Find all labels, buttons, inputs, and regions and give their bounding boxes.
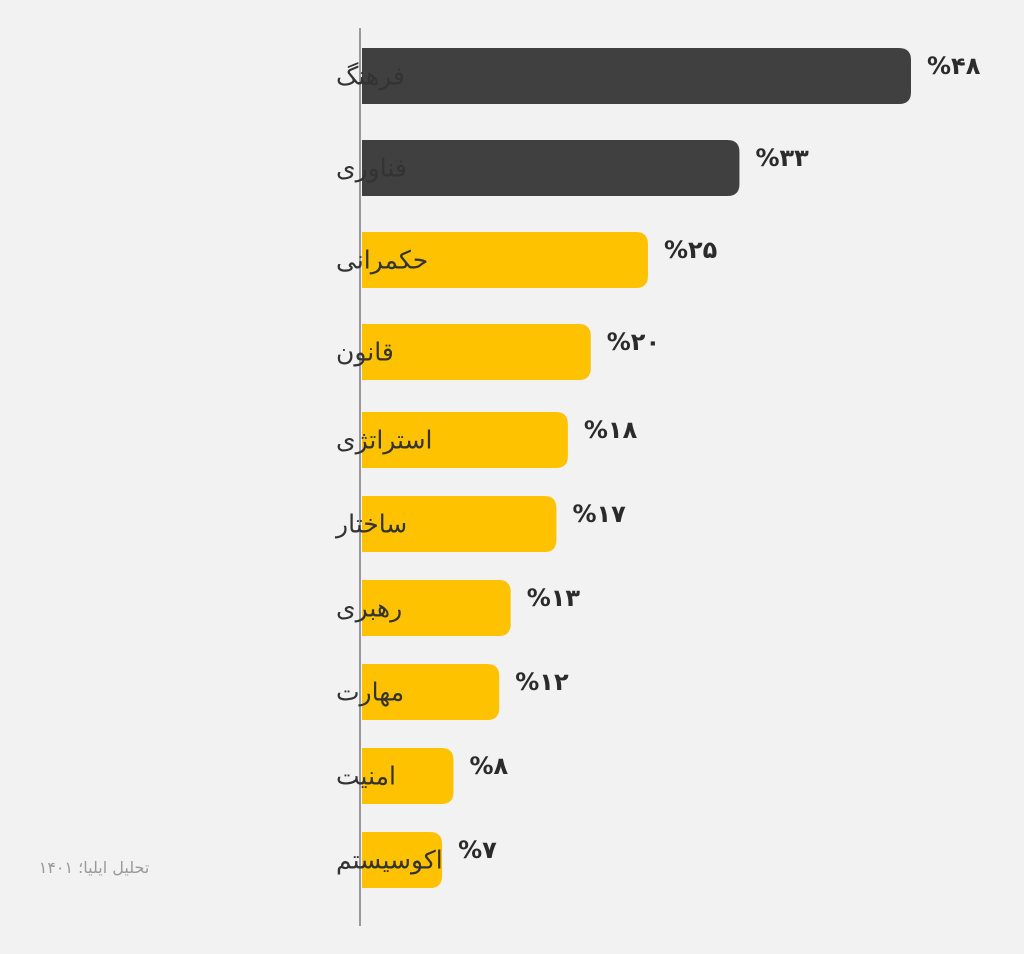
category-label: رهبری bbox=[336, 594, 402, 623]
bar-2 bbox=[362, 140, 740, 196]
bar-10 bbox=[362, 832, 443, 888]
category-label: استراتژی bbox=[336, 426, 433, 455]
value-label: %۷ bbox=[458, 836, 497, 864]
category-label: حکمرانی bbox=[336, 246, 428, 275]
category-label: قانون bbox=[336, 338, 394, 367]
value-label: %۱۳ bbox=[527, 584, 581, 612]
bar-4 bbox=[362, 324, 591, 380]
bar-9 bbox=[362, 748, 454, 804]
bars-group: فرهنگ %۴۸ فناوری %۳۳ حکمرانی %۲۵ قانون %۲۰ استرا… bbox=[334, 48, 981, 888]
source-note: تحلیل ایلیا؛ ۱۴۰۱ bbox=[38, 858, 150, 877]
bar-3 bbox=[362, 232, 648, 288]
value-label: %۲۵ bbox=[664, 236, 717, 264]
category-label: امنیت bbox=[336, 762, 396, 791]
value-label: %۳۳ bbox=[755, 144, 809, 172]
bar-7 bbox=[362, 580, 511, 636]
bar-1 bbox=[362, 48, 911, 104]
bar-8 bbox=[362, 664, 500, 720]
value-label: %۸ bbox=[470, 752, 509, 780]
category-label: ساختار bbox=[334, 510, 407, 539]
category-label: مهارت bbox=[336, 678, 404, 708]
bar-6 bbox=[362, 496, 557, 552]
bar-5 bbox=[362, 412, 568, 468]
value-label: %۴۸ bbox=[927, 52, 981, 80]
value-label: %۱۸ bbox=[584, 416, 638, 444]
value-label: %۲۰ bbox=[607, 328, 660, 356]
category-label: اکوسیستم bbox=[336, 846, 443, 876]
category-label: فرهنگ bbox=[336, 62, 405, 91]
value-label: %۱۷ bbox=[572, 500, 626, 528]
value-label: %۱۲ bbox=[515, 668, 569, 696]
category-label: فناوری bbox=[336, 154, 407, 184]
